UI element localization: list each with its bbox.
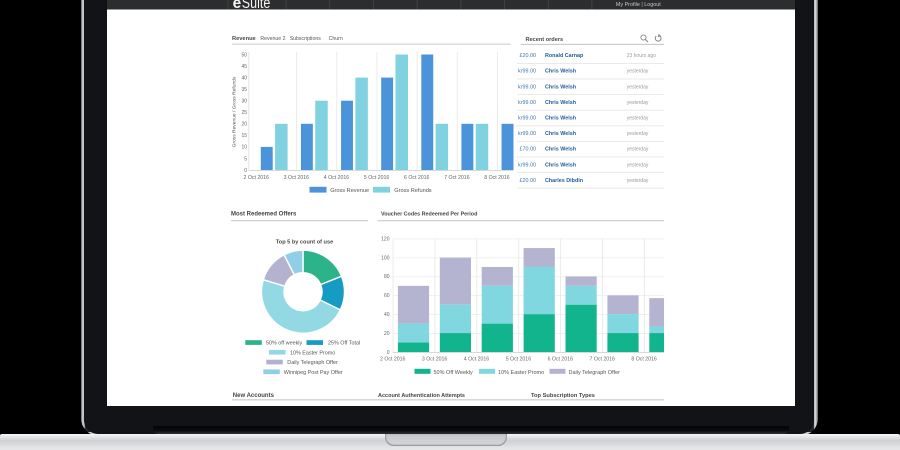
svg-text:Chris Welsh: Chris Welsh — [545, 131, 576, 137]
svg-text:5 Oct 2016: 5 Oct 2016 — [506, 357, 531, 363]
svg-text:8 Oct 2016: 8 Oct 2016 — [631, 357, 656, 363]
svg-text:£20.00: £20.00 — [520, 178, 537, 184]
svg-text:15: 15 — [241, 133, 247, 139]
svg-text:40: 40 — [384, 312, 390, 318]
svg-text:£70.00: £70.00 — [520, 147, 537, 153]
svg-text:yesterday: yesterday — [627, 178, 649, 184]
svg-text:yesterday: yesterday — [627, 100, 649, 106]
svg-text:40: 40 — [241, 75, 247, 81]
svg-text:yesterday: yesterday — [627, 162, 649, 168]
svg-text:3 Oct 2016: 3 Oct 2016 — [422, 357, 447, 363]
svg-text:kr99.00: kr99.00 — [518, 69, 536, 75]
svg-text:kr99.00: kr99.00 — [518, 84, 536, 90]
svg-text:Gross Revenue: Gross Revenue — [330, 188, 369, 194]
svg-text:Chris Welsh: Chris Welsh — [545, 69, 576, 75]
svg-text:Gross Revenue / Gross Refunds: Gross Revenue / Gross Refunds — [232, 76, 238, 147]
svg-text:35: 35 — [241, 87, 247, 93]
svg-text:Chris Welsh: Chris Welsh — [545, 84, 576, 90]
svg-text:2 Oct 2016: 2 Oct 2016 — [244, 175, 269, 181]
svg-text:10% Easter Promo: 10% Easter Promo — [290, 350, 335, 356]
svg-text:5: 5 — [244, 156, 247, 162]
svg-text:7 Oct 2016: 7 Oct 2016 — [444, 175, 469, 181]
svg-text:kr99.00: kr99.00 — [518, 162, 536, 168]
svg-text:yesterday: yesterday — [627, 131, 649, 137]
svg-text:0: 0 — [387, 350, 390, 356]
svg-text:Suite: Suite — [242, 0, 270, 12]
svg-text:Subscriptions: Subscriptions — [290, 36, 322, 42]
svg-text:4 Oct 2016: 4 Oct 2016 — [324, 175, 349, 181]
svg-text:20: 20 — [384, 331, 390, 337]
svg-text:25: 25 — [241, 110, 247, 116]
svg-text:50: 50 — [241, 52, 247, 58]
svg-text:Ronald Carnap: Ronald Carnap — [545, 53, 584, 59]
svg-text:4 Oct 2016: 4 Oct 2016 — [464, 357, 489, 363]
svg-text:100: 100 — [381, 255, 390, 261]
svg-text:6 Oct 2016: 6 Oct 2016 — [404, 175, 429, 181]
svg-text:Recent orders: Recent orders — [526, 37, 564, 43]
svg-text:20: 20 — [241, 122, 247, 128]
svg-text:25% Off Total: 25% Off Total — [328, 341, 360, 347]
svg-text:kr99.00: kr99.00 — [518, 131, 536, 137]
svg-text:Revenue 2: Revenue 2 — [260, 36, 285, 42]
svg-text:8 Oct 2016: 8 Oct 2016 — [484, 175, 509, 181]
svg-text:5 Oct 2016: 5 Oct 2016 — [364, 175, 389, 181]
svg-text:Top Subscription Types: Top Subscription Types — [531, 393, 595, 399]
svg-text:Chris Welsh: Chris Welsh — [545, 116, 576, 122]
svg-text:45: 45 — [241, 64, 247, 70]
svg-text:Most Redeemed Offers: Most Redeemed Offers — [231, 212, 297, 218]
svg-text:30: 30 — [241, 99, 247, 105]
svg-text:My Profile | Logout: My Profile | Logout — [616, 2, 661, 8]
svg-text:Gross Refunds: Gross Refunds — [394, 188, 432, 194]
svg-text:yesterday: yesterday — [627, 147, 649, 153]
svg-text:Daily Telegraph Offer: Daily Telegraph Offer — [569, 370, 621, 376]
svg-text:Voucher Codes Redeemed Per Per: Voucher Codes Redeemed Per Period — [381, 212, 477, 218]
svg-text:yesterday: yesterday — [627, 84, 649, 90]
svg-text:e: e — [233, 0, 242, 12]
svg-text:50% Off Weekly: 50% Off Weekly — [434, 370, 473, 376]
svg-text:Churn: Churn — [329, 36, 343, 42]
svg-text:50% off weekly: 50% off weekly — [266, 341, 302, 347]
svg-text:2 Oct 2016: 2 Oct 2016 — [380, 357, 405, 363]
svg-text:£20.00: £20.00 — [520, 53, 537, 59]
svg-text:Account Authentication Attempt: Account Authentication Attempts — [378, 393, 465, 399]
svg-text:kr99.00: kr99.00 — [518, 100, 536, 106]
svg-text:3 Oct 2016: 3 Oct 2016 — [284, 175, 309, 181]
svg-text:Charles Dibdin: Charles Dibdin — [545, 178, 583, 184]
svg-text:6 Oct 2016: 6 Oct 2016 — [548, 357, 573, 363]
svg-text:60: 60 — [384, 293, 390, 299]
svg-text:kr99.00: kr99.00 — [518, 116, 536, 122]
svg-text:Chris Welsh: Chris Welsh — [545, 147, 576, 153]
svg-text:7 Oct 2016: 7 Oct 2016 — [590, 357, 615, 363]
svg-text:10% Easter Promo: 10% Easter Promo — [498, 370, 544, 376]
svg-text:New Accounts: New Accounts — [233, 393, 275, 399]
svg-text:80: 80 — [384, 274, 390, 280]
svg-text:Revenue: Revenue — [232, 36, 256, 42]
svg-text:Top 5 by count of use: Top 5 by count of use — [276, 240, 333, 246]
svg-text:10: 10 — [241, 145, 247, 151]
svg-text:0: 0 — [244, 168, 247, 174]
svg-text:Chris Welsh: Chris Welsh — [545, 100, 576, 106]
svg-text:Chris Welsh: Chris Welsh — [545, 162, 576, 168]
svg-text:yesterday: yesterday — [627, 69, 649, 75]
svg-text:yesterday: yesterday — [627, 116, 649, 122]
svg-text:23 hours ago: 23 hours ago — [627, 53, 656, 59]
svg-text:Winnipeg Post Pay Offer: Winnipeg Post Pay Offer — [284, 370, 343, 376]
svg-text:Daily Telegraph Offer: Daily Telegraph Offer — [287, 360, 338, 366]
svg-text:120: 120 — [381, 236, 390, 242]
